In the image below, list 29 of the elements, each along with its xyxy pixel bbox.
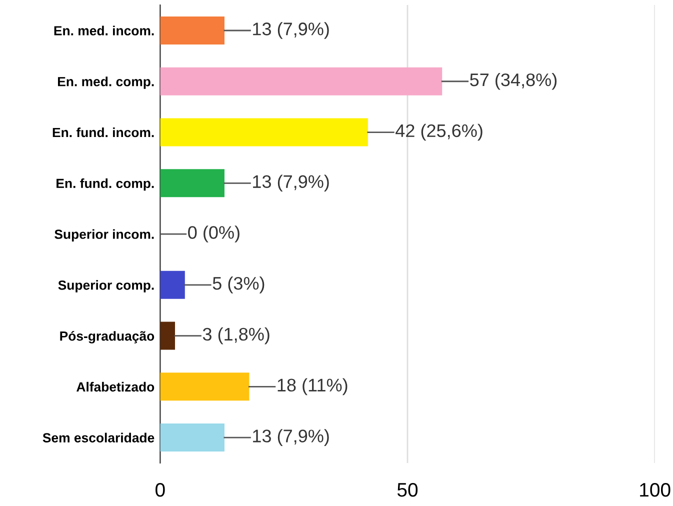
data-label: 13 (7,9%) (253, 22, 329, 39)
y-tick-label: Superior incom. (54, 229, 154, 242)
y-tick-label: En. med. incom. (54, 26, 154, 36)
bar (160, 67, 442, 96)
bar (160, 372, 250, 401)
data-label: 13 (7,9%) (253, 429, 329, 446)
bar (160, 169, 224, 198)
bar (160, 16, 224, 44)
x-tick-label: 100 (640, 482, 670, 497)
y-tick-label: Superior comp. (58, 280, 154, 292)
data-label: 5 (3%) (212, 276, 264, 294)
bar (160, 270, 185, 299)
bar (160, 118, 368, 146)
data-label: 57 (34,8%) (470, 72, 557, 90)
data-label: 13 (7,9%) (253, 174, 329, 192)
data-label: 0 (0%) (188, 226, 240, 242)
data-label: 3 (1,8%) (202, 327, 270, 344)
data-label: 42 (25,6%) (396, 124, 482, 141)
y-tick-label: Alfabetizado (76, 382, 154, 392)
x-tick-label: 0 (156, 482, 165, 497)
y-tick-label: Sem escolaridade (42, 432, 154, 442)
data-label: 18 (11%) (278, 378, 348, 396)
y-tick-label: En. fund. comp. (56, 178, 154, 191)
bar (160, 424, 224, 452)
y-tick-label: En. fund. incom. (52, 127, 154, 138)
x-tick-label: 50 (397, 482, 418, 497)
y-tick-label: Pós-graduação (60, 330, 154, 344)
y-tick-label: En. med. comp. (58, 76, 154, 89)
bar (160, 322, 176, 350)
